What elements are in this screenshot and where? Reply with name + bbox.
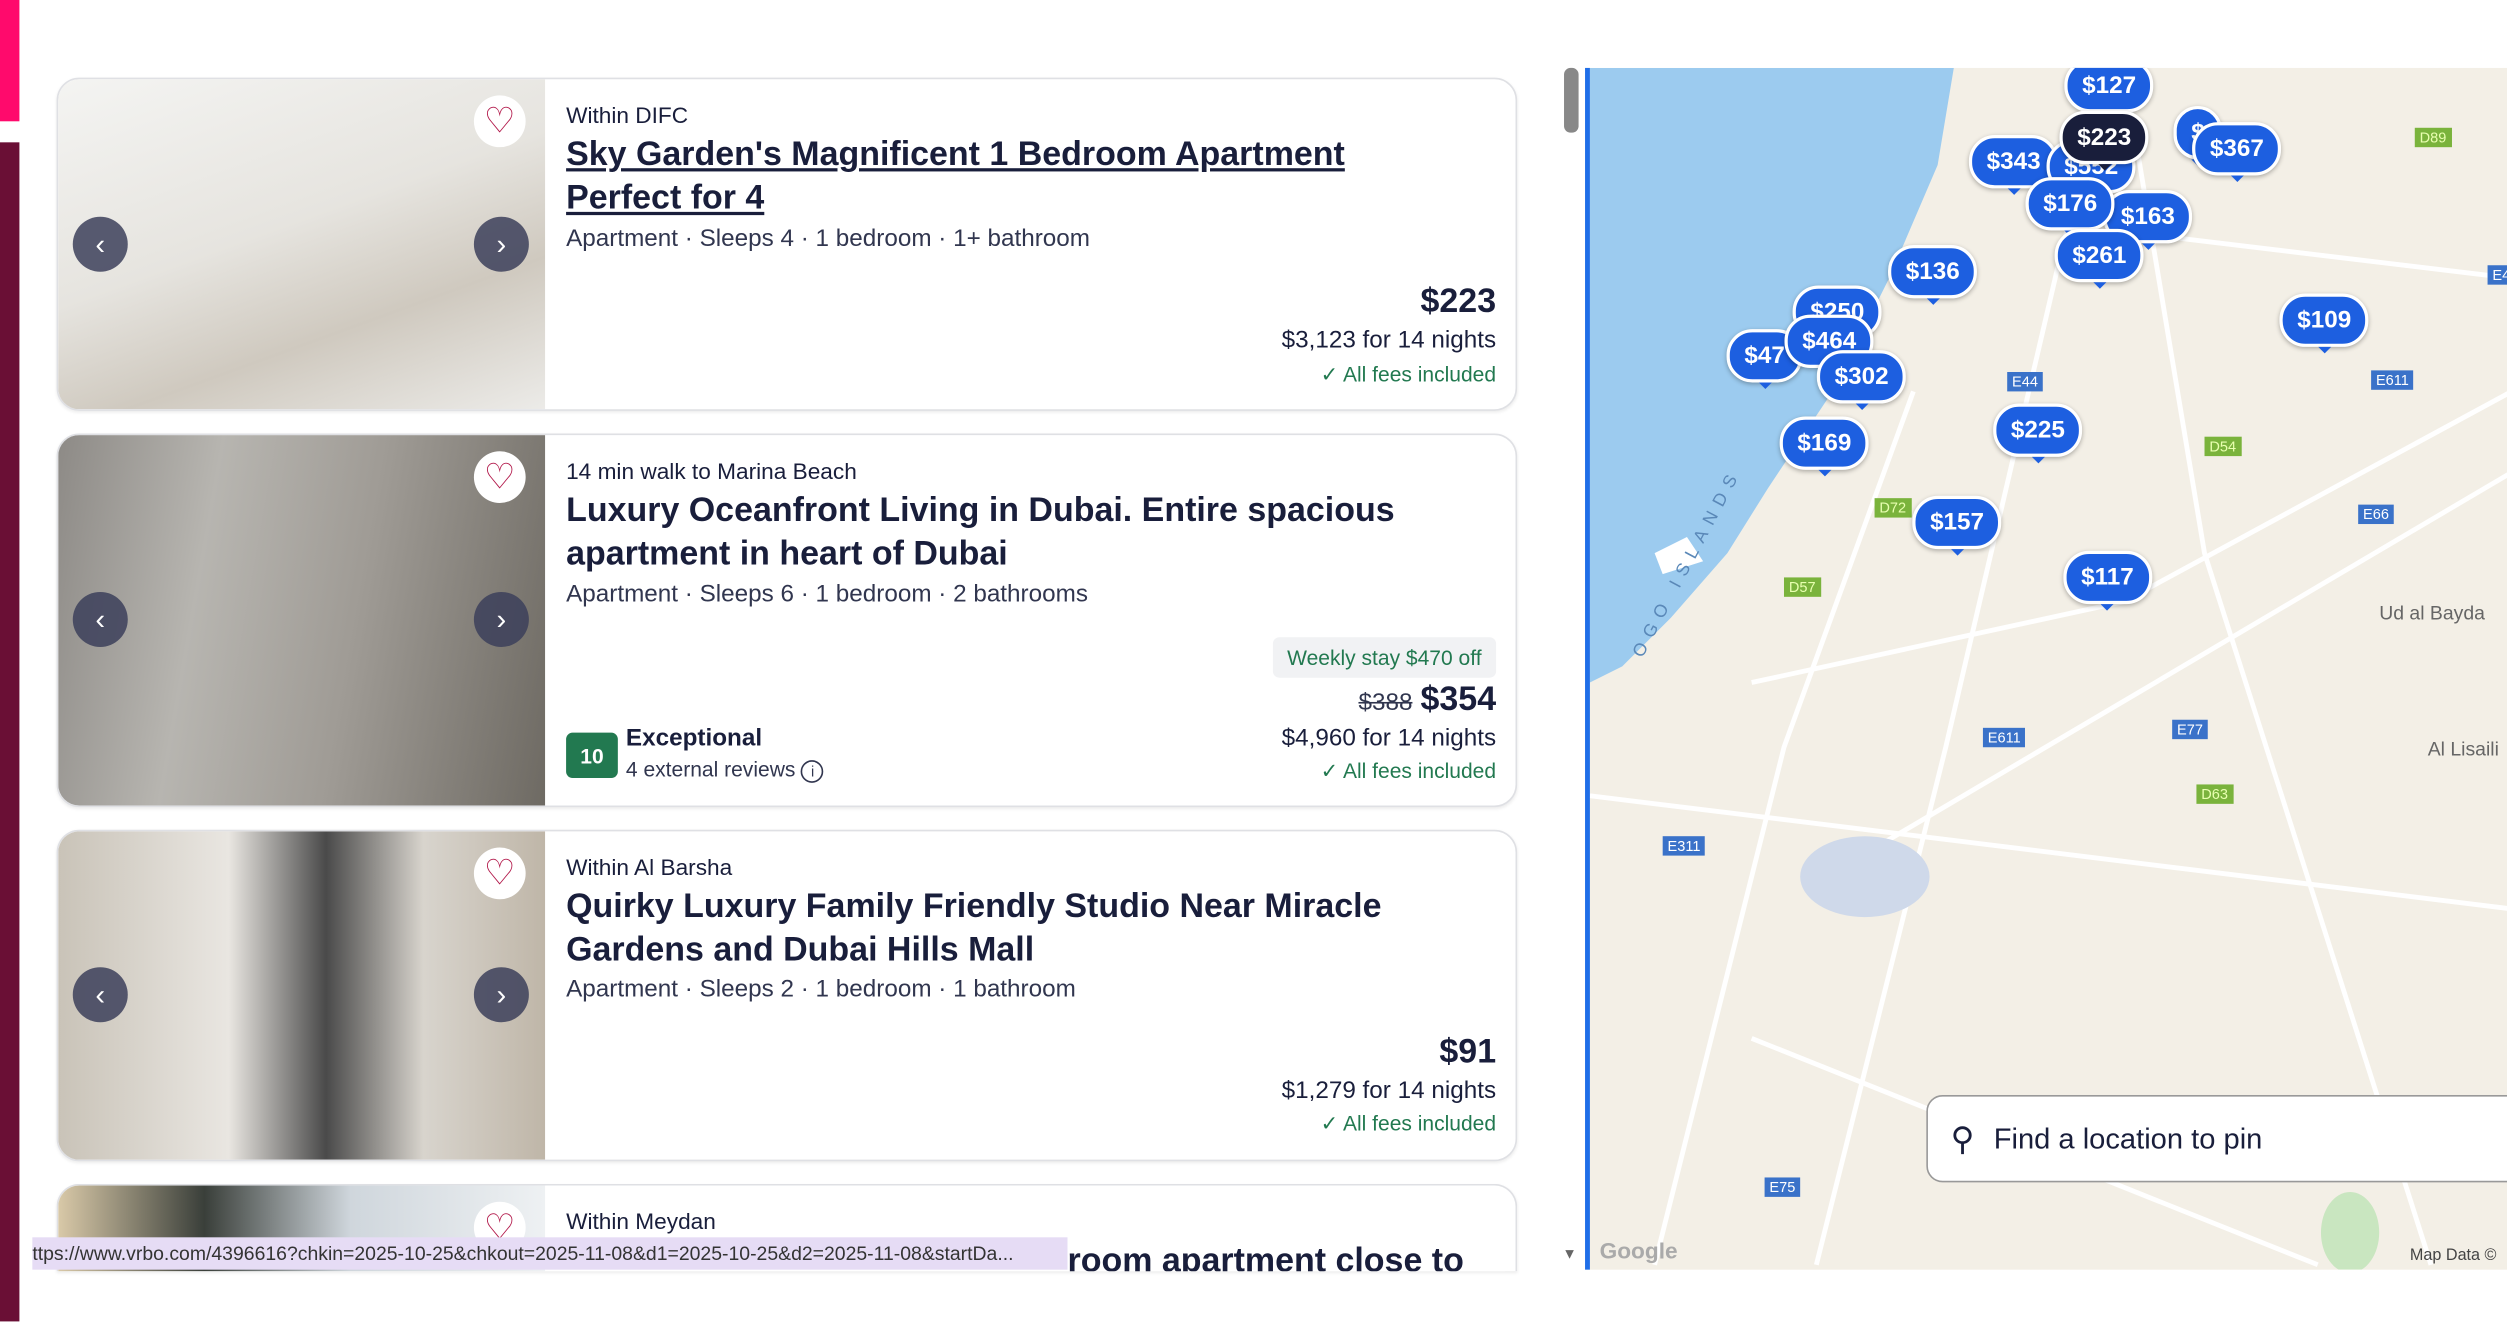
listing-title[interactable]: room apartment close to xyxy=(1067,1242,1464,1272)
google-logo: Google xyxy=(1599,1237,1678,1264)
road-shield: E77 xyxy=(2172,719,2208,740)
listing-location: Within Meydan xyxy=(566,1208,716,1235)
listing-card[interactable]: ♡ ‹ › Within Al Barsha Quirky Luxury Fam… xyxy=(56,829,1518,1162)
fees-included: ✓ All fees included xyxy=(1320,1111,1497,1136)
chevron-right-icon[interactable]: › xyxy=(473,216,529,272)
listing-total: $3,123 for 14 nights xyxy=(1281,326,1497,355)
heart-icon[interactable]: ♡ xyxy=(473,451,526,504)
chevron-left-icon[interactable]: ‹ xyxy=(72,967,128,1023)
listing-location: Within DIFC xyxy=(566,101,689,128)
map-location-search[interactable]: ⚲ Find a location to pin xyxy=(1926,1094,2507,1183)
deal-badge: Weekly stay $470 off xyxy=(1272,637,1497,678)
listing-card[interactable]: ♡ ‹ › Within DIFC Sky Garden's Magnifice… xyxy=(56,77,1518,411)
listing-total: $4,960 for 14 nights xyxy=(1281,724,1497,753)
road-shield: E311 xyxy=(1662,836,1706,856)
listing-total: $1,279 for 14 nights xyxy=(1281,1077,1497,1105)
map-price-pin[interactable]: $109 xyxy=(2279,293,2369,354)
map-place-label: Ud al Bayda xyxy=(2379,601,2485,625)
heart-icon[interactable]: ♡ xyxy=(473,847,526,900)
map-price-pin[interactable]: $127 xyxy=(2064,67,2154,119)
info-icon[interactable]: i xyxy=(801,760,824,783)
road-shield: D63 xyxy=(2196,784,2233,804)
search-placeholder[interactable]: Find a location to pin xyxy=(1993,1121,2263,1155)
map-price-pin[interactable]: $302 xyxy=(1816,350,1907,411)
road-shield: E44 xyxy=(2487,265,2507,285)
reviews-text: 4 external reviews xyxy=(625,756,796,782)
search-icon: ⚲ xyxy=(1950,1121,1975,1158)
road-shield: D54 xyxy=(2204,436,2241,457)
listing-price: $388 $354 xyxy=(1358,681,1496,720)
listing-location: 14 min walk to Marina Beach xyxy=(566,457,857,484)
rating-label: Exceptional xyxy=(625,724,763,753)
map-price-pin[interactable]: $117 xyxy=(2063,550,2152,611)
fees-included: ✓ All fees included xyxy=(1320,362,1497,387)
listing-location: Within Al Barsha xyxy=(566,853,733,880)
road-shield: E611 xyxy=(2371,370,2414,390)
chevron-right-icon[interactable]: › xyxy=(473,591,529,647)
map-price-pin[interactable]: $367 xyxy=(2192,122,2282,182)
status-bar-url: ttps://www.vrbo.com/4396616?chkin=2025-1… xyxy=(32,1237,1068,1270)
map-price-pin[interactable]: $261 xyxy=(2054,228,2145,289)
chevron-left-icon[interactable]: ‹ xyxy=(72,591,128,647)
map-attribution[interactable]: Map Data © xyxy=(2409,1247,2497,1265)
scroll-down-arrow-icon[interactable]: ▼ xyxy=(1562,1245,1577,1262)
road-shield: D72 xyxy=(1874,498,1911,518)
current-price: $354 xyxy=(1420,680,1497,719)
road-shield: D89 xyxy=(2414,127,2452,148)
map-price-pin-selected[interactable]: $223 xyxy=(2059,110,2150,171)
listing-photo[interactable]: ♡ ‹ › xyxy=(58,831,546,1160)
listing-card[interactable]: ♡ ‹ › 14 min walk to Marina Beach Luxury… xyxy=(56,433,1518,808)
brand-bar xyxy=(0,0,20,122)
road-shield: E611 xyxy=(1982,727,2026,748)
reviews-count: 4 external reviews i xyxy=(626,757,824,783)
map-price-pin[interactable]: $225 xyxy=(1993,403,2083,464)
road-shield: E66 xyxy=(2358,504,2394,525)
old-price: $388 xyxy=(1358,689,1413,717)
map-place-label: Al Lisaili xyxy=(2427,737,2499,761)
map-price-pin[interactable]: $136 xyxy=(1888,245,1978,305)
listing-meta: Apartment · Sleeps 2 · 1 bedroom · 1 bat… xyxy=(566,975,1076,1003)
listing-title[interactable]: Luxury Oceanfront Living in Dubai. Entir… xyxy=(566,491,1395,573)
road-shield: E75 xyxy=(1764,1177,1801,1197)
listing-photo[interactable]: ♡ ‹ › xyxy=(58,435,546,806)
rating-score: 10 xyxy=(566,732,618,778)
fees-included: ✓ All fees included xyxy=(1320,758,1497,783)
listing-meta: Apartment · Sleeps 6 · 1 bedroom · 2 bat… xyxy=(566,580,1088,609)
listing-meta: Apartment · Sleeps 4 · 1 bedroom · 1+ ba… xyxy=(566,224,1091,253)
listing-title[interactable]: Sky Garden's Magnificent 1 Bedroom Apart… xyxy=(566,135,1345,217)
heart-icon[interactable]: ♡ xyxy=(473,95,526,148)
listing-title[interactable]: Quirky Luxury Family Friendly Studio Nea… xyxy=(566,887,1382,969)
listing-price: $91 xyxy=(1439,1033,1497,1071)
map-price-pin[interactable]: $176 xyxy=(2025,177,2116,237)
road-shield: E44 xyxy=(2007,372,2043,392)
road-shield: D57 xyxy=(1783,577,1821,597)
sidebar-strip xyxy=(0,142,20,1322)
map-price-pin[interactable]: $157 xyxy=(1912,495,2002,556)
map[interactable]: D89 E44 E611 D54 D72 D57 E66 E77 E611 D6… xyxy=(1585,67,2507,1270)
chevron-right-icon[interactable]: › xyxy=(473,967,529,1023)
map-base xyxy=(1589,67,2507,1270)
chevron-left-icon[interactable]: ‹ xyxy=(72,216,128,272)
map-price-pin[interactable]: $169 xyxy=(1779,416,1870,477)
listing-price: $223 xyxy=(1420,283,1497,321)
scrollbar-thumb[interactable] xyxy=(1564,67,1579,133)
listing-photo[interactable]: ♡ ‹ › xyxy=(58,79,546,410)
